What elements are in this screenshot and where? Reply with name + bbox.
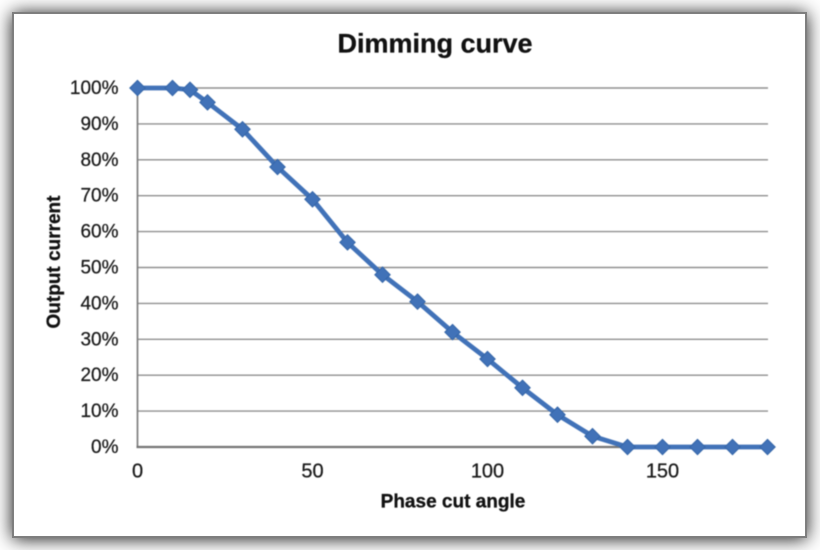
svg-text:90%: 90% (80, 114, 118, 135)
svg-text:70%: 70% (80, 186, 118, 207)
svg-text:10%: 10% (80, 401, 118, 422)
svg-text:0: 0 (132, 461, 143, 483)
svg-text:Phase cut angle: Phase cut angle (381, 492, 526, 513)
svg-text:100%: 100% (70, 78, 119, 99)
svg-text:30%: 30% (80, 329, 118, 350)
svg-text:150: 150 (646, 461, 679, 483)
svg-text:40%: 40% (80, 293, 118, 314)
svg-text:80%: 80% (80, 150, 118, 171)
svg-text:20%: 20% (80, 365, 118, 386)
svg-text:60%: 60% (80, 222, 118, 243)
svg-text:50: 50 (301, 461, 323, 483)
svg-text:0%: 0% (91, 437, 119, 458)
svg-text:50%: 50% (80, 258, 118, 279)
svg-text:100: 100 (471, 461, 504, 483)
svg-text:Output current: Output current (44, 195, 65, 329)
svg-text:Dimming curve: Dimming curve (337, 29, 532, 59)
